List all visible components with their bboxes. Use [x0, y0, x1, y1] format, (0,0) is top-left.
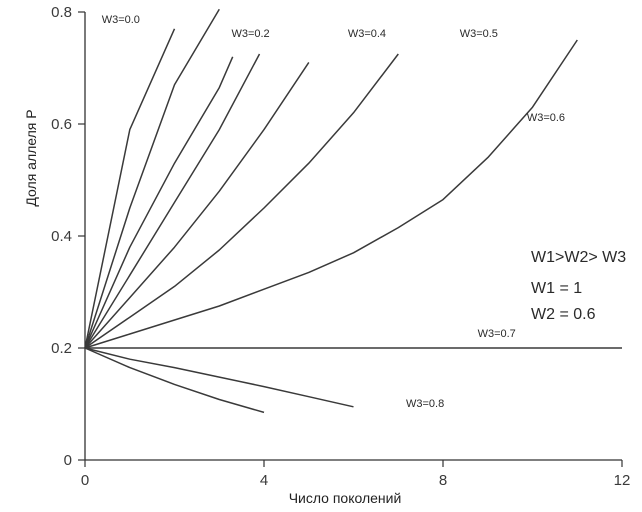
curve-label: W3=0.5: [460, 28, 498, 40]
series-line-9: [84, 347, 265, 414]
curve-label: W3=0.7: [478, 328, 516, 340]
curve-label: W3=0.4: [348, 28, 386, 40]
series-line-5: [84, 53, 399, 349]
series-lines: [84, 8, 622, 414]
y-tick-label: 0.2: [51, 340, 72, 357]
y-axis-title: Доля аллеля Р: [23, 109, 39, 206]
parameter-annotations: W1>W2> W3 W1 = 1 W2 = 0.6: [531, 249, 626, 323]
y-tick-label: 0.8: [51, 4, 72, 21]
curve-label: W3=0.2: [231, 28, 269, 40]
y-tick-label: 0: [64, 452, 72, 469]
y-tick-label: 0.6: [51, 116, 72, 133]
series-line-3: [84, 53, 261, 349]
x-axis-title: Число поколений: [289, 490, 402, 506]
curve-label: W3=0.0: [102, 14, 140, 26]
curve-labels: W3=0.0 W3=0.2 W3=0.4 W3=0.5 W3=0.6 W3=0.7 W3=0…: [102, 14, 565, 410]
curve-label: W3=0.8: [406, 398, 444, 410]
w1-annotation: W1 = 1: [531, 280, 582, 297]
y-tick-label: 0.4: [51, 228, 72, 245]
x-tick-label: 12: [614, 472, 631, 489]
series-line-0: [84, 28, 176, 349]
curve-label: W3=0.6: [527, 112, 565, 124]
x-tick-label: 4: [260, 472, 268, 489]
x-tick-label: 8: [439, 472, 447, 489]
x-tick-label: 0: [81, 472, 89, 489]
series-line-2: [84, 56, 234, 349]
axes: 0 4 8 12 0 0.2 0.4 0.6 0.8: [51, 4, 630, 489]
w2-annotation: W2 = 0.6: [531, 306, 596, 323]
series-line-6: [84, 39, 578, 349]
fitness-order-annotation: W1>W2> W3: [531, 249, 626, 266]
series-line-1: [84, 8, 220, 349]
series-line-4: [84, 61, 310, 349]
series-line-8: [84, 347, 354, 408]
